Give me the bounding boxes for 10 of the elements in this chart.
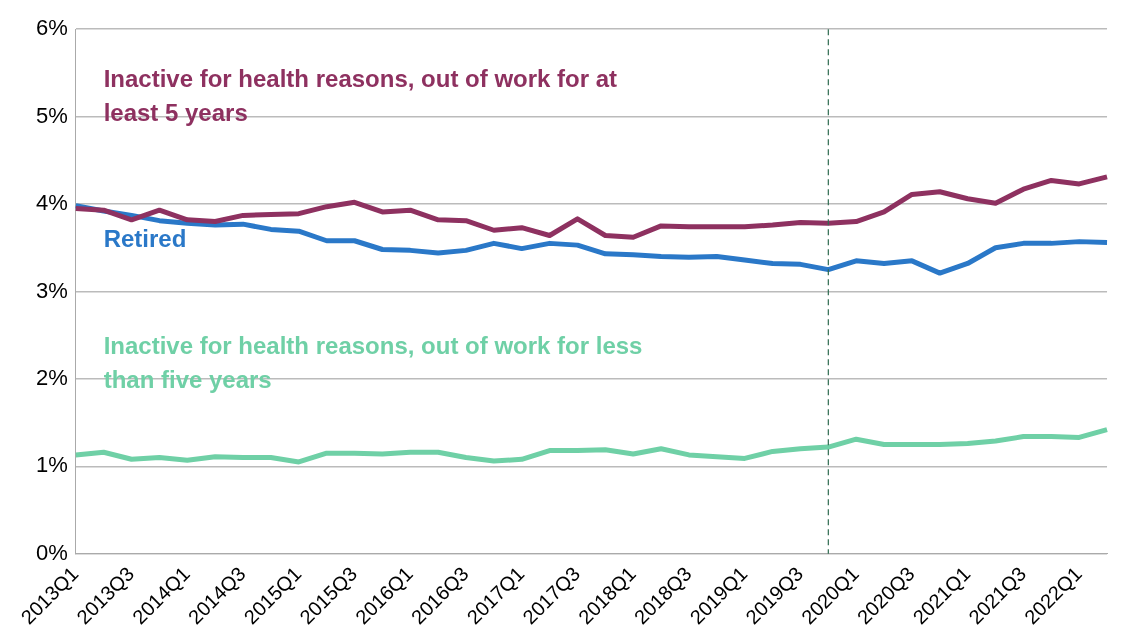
y-tick-label: 3% [36,277,68,303]
y-tick-label: 1% [36,452,68,478]
text: Inactive for health reasons, out of work for less than five years [103,331,643,393]
text: Inactive for health reasons, out of work for at least 5 years [103,65,618,127]
y-tick-label: 4% [36,190,68,216]
series-label: Retired [103,225,187,253]
y-tick-label: 5% [36,102,68,128]
y-tick-label: 2% [36,364,68,390]
y-tick-label: 0% [36,539,68,565]
y-tick-label: 6% [36,15,68,41]
